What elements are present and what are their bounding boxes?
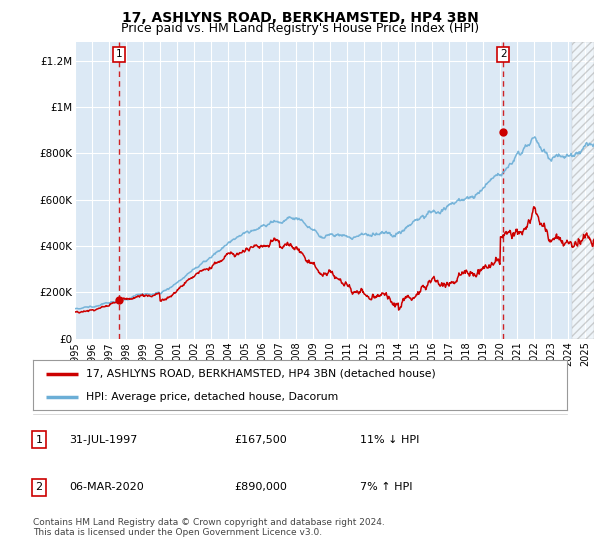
Text: Contains HM Land Registry data © Crown copyright and database right 2024.
This d: Contains HM Land Registry data © Crown c…	[33, 518, 385, 538]
Text: HPI: Average price, detached house, Dacorum: HPI: Average price, detached house, Daco…	[86, 393, 338, 402]
Text: Price paid vs. HM Land Registry's House Price Index (HPI): Price paid vs. HM Land Registry's House …	[121, 22, 479, 35]
Text: 1: 1	[35, 435, 43, 445]
Text: 31-JUL-1997: 31-JUL-1997	[69, 435, 137, 445]
Text: 11% ↓ HPI: 11% ↓ HPI	[360, 435, 419, 445]
Text: 1: 1	[116, 49, 122, 59]
Text: 7% ↑ HPI: 7% ↑ HPI	[360, 482, 413, 492]
Text: 17, ASHLYNS ROAD, BERKHAMSTED, HP4 3BN (detached house): 17, ASHLYNS ROAD, BERKHAMSTED, HP4 3BN (…	[86, 368, 436, 379]
Text: £167,500: £167,500	[234, 435, 287, 445]
Text: 06-MAR-2020: 06-MAR-2020	[69, 482, 144, 492]
Text: 2: 2	[35, 482, 43, 492]
Text: 17, ASHLYNS ROAD, BERKHAMSTED, HP4 3BN: 17, ASHLYNS ROAD, BERKHAMSTED, HP4 3BN	[122, 11, 478, 25]
Text: £890,000: £890,000	[234, 482, 287, 492]
Text: 2: 2	[500, 49, 506, 59]
Bar	[572, 42, 594, 339]
